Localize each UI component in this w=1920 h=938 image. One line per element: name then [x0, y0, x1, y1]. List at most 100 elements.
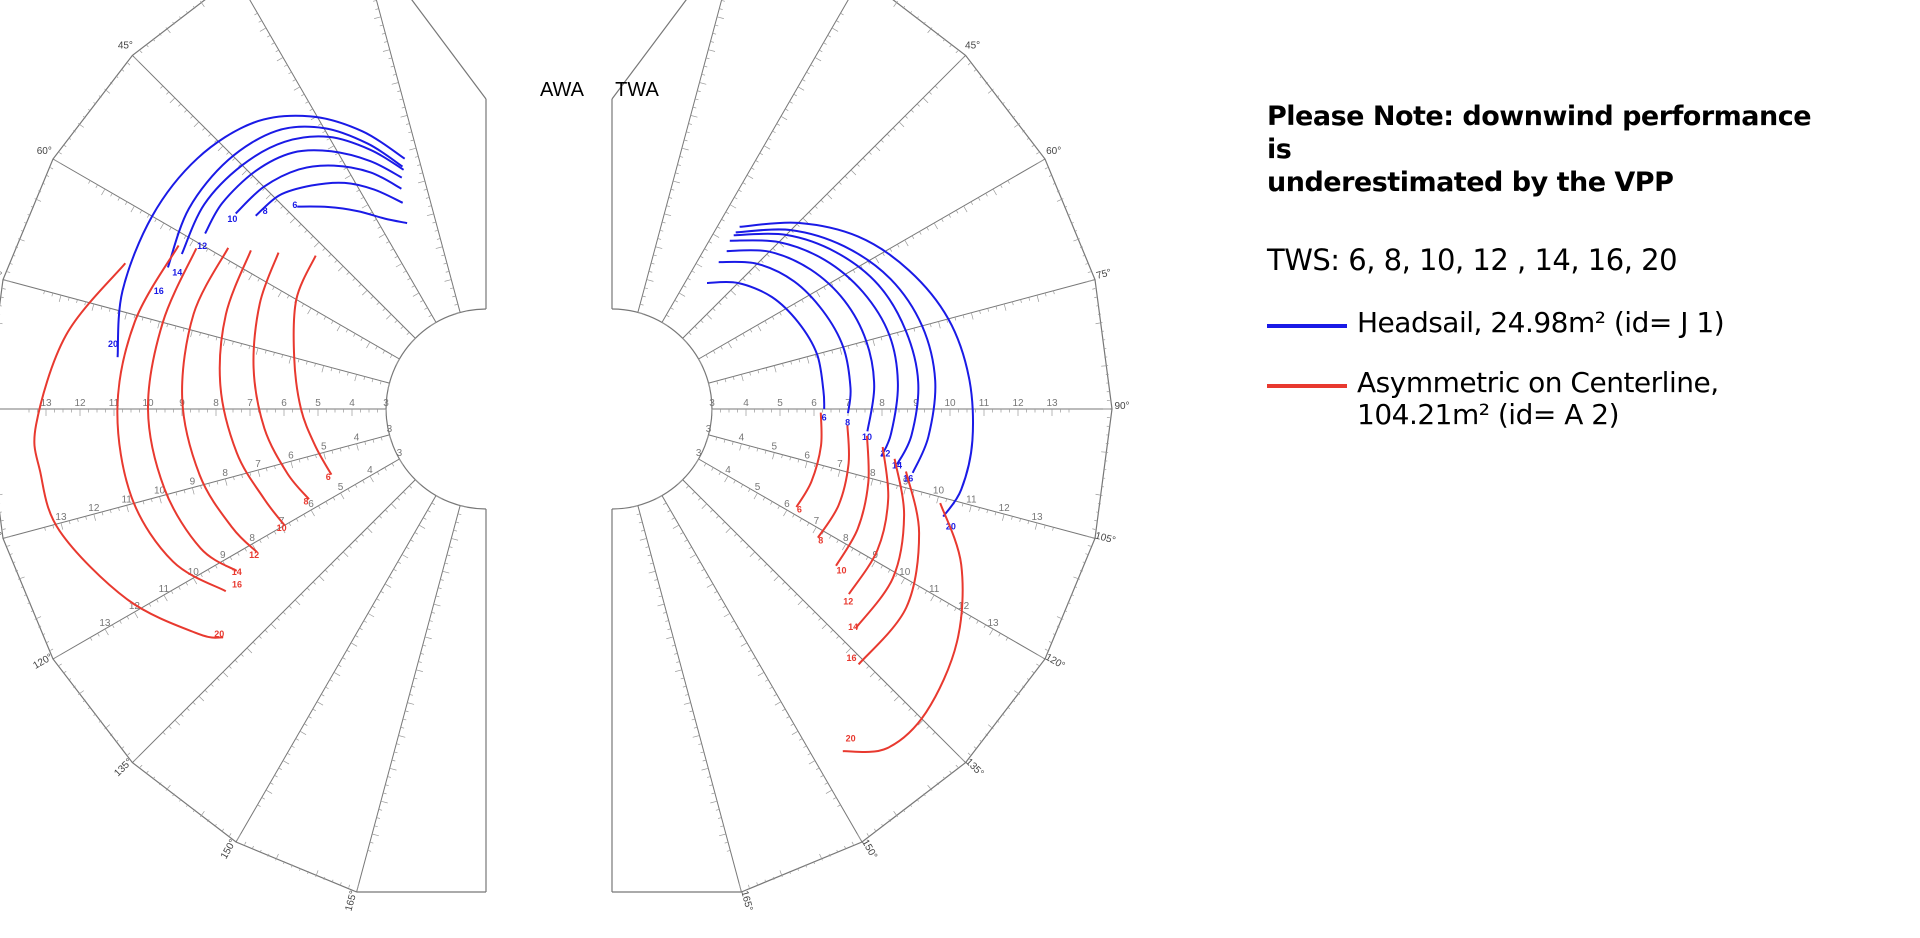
twa-speed-tick: 4 — [743, 398, 749, 409]
awa-speed-tick: 10 — [154, 485, 166, 496]
twa-speed-tick: 7 — [814, 516, 820, 527]
awa-speed-tick: 7 — [247, 398, 253, 409]
twa-speed-tick: 4 — [725, 465, 731, 476]
tws-list: TWS: 6, 8, 10, 12 , 14, 16, 20 — [1267, 243, 1678, 277]
awa-speed-tick: 5 — [338, 482, 344, 493]
twa-speed-tick: 3 — [696, 448, 702, 459]
twa-spoke-150 — [661, 495, 863, 843]
awa-speed-tick: 3 — [397, 448, 403, 459]
polar-grid: 3334445556667778889991010101111111212121… — [0, 0, 1130, 912]
twa-spoke-165 — [637, 505, 742, 893]
awa-asymmetric-curve-tws-12 — [181, 247, 258, 553]
twa-speed-tick: 12 — [999, 503, 1011, 514]
legend-item-headsail: Headsail, 24.98m² (id= J 1) — [1267, 307, 1827, 339]
note-line-1: Please Note: downwind performance is — [1267, 101, 1812, 165]
awa-spoke-120 — [52, 458, 400, 660]
twa-asymmetric-label-tws-16: 16 — [847, 653, 857, 663]
awa-speed-tick: 6 — [288, 450, 294, 461]
awa-speed-tick: 5 — [315, 398, 321, 409]
twa-spoke-15 — [637, 0, 723, 313]
twa-angle-tick: 60° — [1046, 146, 1061, 157]
twa-angle-tick: 120° — [1043, 652, 1066, 672]
awa-asymmetric-label-tws-12: 12 — [249, 550, 259, 560]
twa-inner-arc — [611, 308, 713, 510]
awa-asymmetric-curve-tws-8 — [252, 252, 310, 500]
twa-speed-tick: 12 — [1012, 398, 1024, 409]
twa-headsail-label-tws-6: 6 — [822, 412, 827, 422]
awa-headsail-label-tws-12: 12 — [197, 241, 207, 251]
twa-headsail-label-tws-14: 14 — [892, 460, 902, 470]
twa-asymmetric-curve-tws-16 — [857, 471, 921, 666]
awa-spoke-165 — [356, 505, 461, 893]
twa-asymmetric-curve-tws-10 — [835, 435, 870, 567]
twa-angle-tick: 75° — [1095, 267, 1112, 282]
twa-asymmetric-label-tws-8: 8 — [818, 535, 823, 545]
awa-headsail-curve-tws-20 — [116, 114, 406, 358]
legend-swatch-headsail — [1267, 324, 1347, 328]
awa-speed-tick: 11 — [109, 398, 120, 409]
awa-spoke-15 — [375, 0, 461, 313]
awa-speed-tick: 6 — [281, 398, 287, 409]
awa-speed-tick: 4 — [367, 465, 373, 476]
twa-asymmetric-curve-tws-20 — [842, 502, 964, 753]
awa-speed-tick: 9 — [190, 477, 196, 488]
twa-label: TWA — [615, 79, 659, 101]
twa-speed-tick: 4 — [739, 433, 745, 444]
awa-outer-boundary — [0, 0, 357, 893]
twa-spoke-60 — [698, 158, 1046, 360]
awa-spoke-30 — [249, 0, 437, 323]
twa-asymmetric-curve-tws-8 — [817, 425, 851, 539]
twa-headsail-label-tws-8: 8 — [845, 417, 850, 427]
awa-headsail-label-tws-10: 10 — [227, 214, 237, 224]
twa-speed-tick: 7 — [837, 459, 843, 470]
awa-label: AWA — [540, 79, 585, 101]
awa-spoke-75 — [2, 279, 390, 384]
awa-asymmetric-label-tws-16: 16 — [232, 579, 242, 589]
twa-headsail-curve-tws-6 — [706, 280, 826, 410]
twa-speed-tick: 3 — [709, 398, 715, 409]
awa-asymmetric-label-tws-8: 8 — [304, 497, 309, 507]
twa-angle-tick: 150° — [859, 838, 879, 861]
twa-angle-tick: 165° — [738, 890, 754, 913]
twa-angle-tick: 90° — [1114, 401, 1129, 412]
twa-outer-boundary — [741, 0, 1113, 893]
twa-speed-tick: 9 — [903, 477, 909, 488]
awa-speed-tick: 13 — [99, 618, 111, 629]
legend-panel: Please Note: downwind performance is und… — [1267, 100, 1827, 431]
awa-speed-tick: 13 — [40, 398, 52, 409]
awa-asymmetric-label-tws-20: 20 — [214, 629, 224, 639]
awa-asymmetric-curve-tws-20 — [33, 262, 224, 639]
twa-speed-tick: 6 — [811, 398, 817, 409]
awa-speed-tick: 3 — [383, 398, 389, 409]
awa-headsail-label-tws-14: 14 — [172, 268, 182, 278]
awa-asymmetric-label-tws-6: 6 — [326, 472, 331, 482]
twa-spoke-135 — [682, 479, 966, 763]
legend-label-asymmetric-1: Asymmetric on Centerline, — [1357, 366, 1719, 399]
awa-speed-tick: 12 — [88, 503, 100, 514]
awa-speed-tick: 9 — [220, 550, 226, 561]
awa-angle-tick: 60° — [37, 146, 52, 157]
awa-speed-tick: 11 — [121, 494, 132, 505]
twa-speed-tick: 3 — [706, 424, 712, 435]
twa-speed-tick: 13 — [1031, 512, 1043, 523]
legend-label-asymmetric-2: 104.21m² (id= A 2) — [1357, 398, 1620, 431]
twa-speed-tick: 13 — [987, 618, 999, 629]
awa-speed-tick: 8 — [213, 398, 219, 409]
awa-headsail-curve-tws-8 — [255, 181, 404, 217]
twa-headsail-curve-tws-10 — [726, 249, 876, 432]
awa-headsail-curve-tws-6 — [297, 205, 408, 225]
awa-asymmetric-curve-tws-16 — [116, 245, 227, 593]
awa-asymmetric-curve-tws-14 — [146, 247, 238, 572]
legend-swatch-asymmetric — [1267, 384, 1347, 388]
awa-speed-tick: 4 — [354, 433, 360, 444]
twa-speed-tick: 11 — [979, 398, 990, 409]
twa-asymmetric-label-tws-20: 20 — [846, 733, 856, 743]
awa-speed-tick: 13 — [55, 512, 67, 523]
twa-asymmetric-label-tws-14: 14 — [848, 622, 858, 632]
awa-spoke-45 — [132, 55, 416, 339]
legend-item-asymmetric: Asymmetric on Centerline, 104.21m² (id= … — [1267, 367, 1827, 431]
awa-asymmetric-label-tws-10: 10 — [277, 523, 287, 533]
awa-speed-tick: 8 — [249, 533, 255, 544]
awa-angle-tick: 135° — [112, 757, 134, 779]
